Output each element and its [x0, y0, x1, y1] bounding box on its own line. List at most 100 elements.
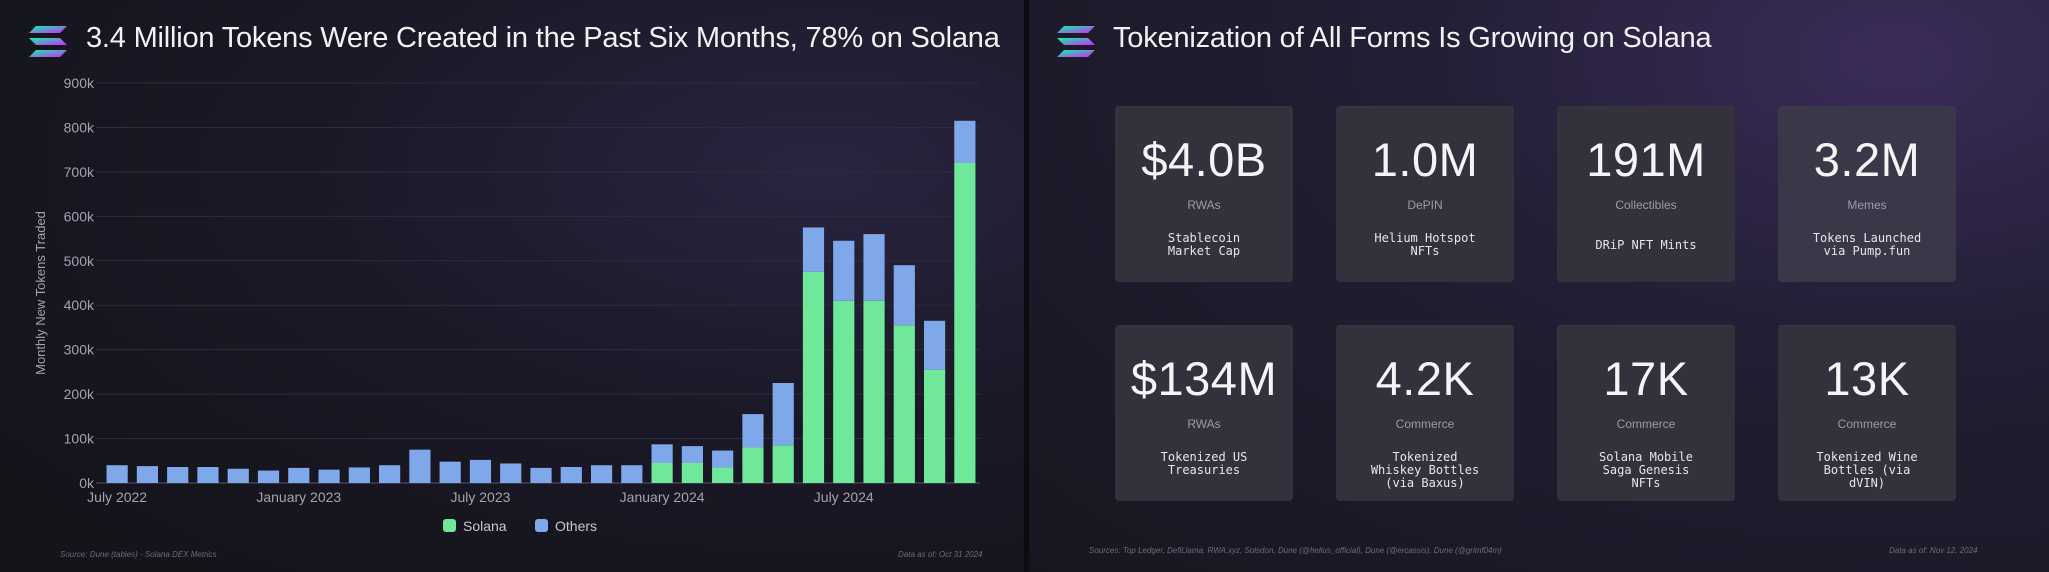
- bar-others: [621, 465, 643, 483]
- panel-divider: [1024, 0, 1029, 572]
- metric-tile: 4.2K Commerce Tokenized Whiskey Bottles …: [1336, 325, 1514, 501]
- tile-value: $134M: [1130, 352, 1278, 405]
- bar-solana: [954, 163, 976, 483]
- tile-desc-line: Tokens Launched: [1812, 231, 1922, 245]
- bar-others: [590, 465, 613, 483]
- metric-tile: $4.0B RWAs Stablecoin Market Cap: [1115, 106, 1293, 282]
- right-date-note: Data as of: Nov 12, 2024: [1889, 546, 1978, 555]
- tile-category: Memes: [1847, 198, 1887, 212]
- x-tick-label: January 2024: [620, 489, 705, 505]
- tile-desc-line: Bottles (via: [1823, 463, 1911, 477]
- bar-others: [954, 120, 976, 163]
- tile-category: RWAs: [1187, 417, 1221, 431]
- y-tick-label: 400k: [64, 297, 95, 313]
- bar-solana: [681, 463, 703, 483]
- metric-tile: 13K Commerce Tokenized Wine Bottles (via…: [1778, 325, 1956, 501]
- bar-others: [500, 463, 522, 483]
- tile-category: Collectibles: [1615, 198, 1677, 212]
- tile-desc-line: Solana Mobile: [1599, 450, 1693, 464]
- tile-desc-line: NFTs: [1631, 476, 1661, 490]
- legend-swatch-others: [535, 519, 548, 532]
- left-panel: 3.4 Million Tokens Were Created in the P…: [0, 0, 1024, 572]
- bar-others: [651, 444, 673, 463]
- left-date-note: Data as of: Oct 31 2024: [898, 550, 983, 559]
- bar-others: [379, 465, 401, 483]
- y-tick-label: 500k: [64, 253, 95, 269]
- tile-desc-line: Stablecoin: [1167, 231, 1241, 245]
- bar-solana: [893, 325, 915, 483]
- tile-category: RWAs: [1187, 198, 1221, 212]
- bar-others: [712, 450, 734, 468]
- tile-value: 17K: [1603, 352, 1689, 405]
- legend-label-others: Others: [555, 518, 597, 534]
- tile-value: 3.2M: [1813, 133, 1921, 186]
- bar-chart: 0k 100k 200k 300k 400k 500k 600k 700k 800k 900k Mo…: [33, 75, 980, 534]
- tile-value: 1.0M: [1371, 133, 1479, 186]
- legend-label-solana: Solana: [463, 518, 507, 534]
- tile-value: $4.0B: [1141, 133, 1267, 186]
- y-tick-label: 0k: [79, 475, 95, 491]
- tile-desc-line: NFTs: [1410, 244, 1440, 258]
- y-tick-label: 300k: [64, 342, 95, 358]
- tile-category: DePIN: [1407, 198, 1443, 212]
- y-tick-label: 600k: [64, 208, 95, 224]
- tile-description: Stablecoin Market Cap: [1129, 232, 1279, 258]
- left-source-note: Source: Dune (tables) - Solana DEX Metri…: [60, 550, 217, 559]
- bar-others: [923, 320, 946, 370]
- right-panel-title: Tokenization of All Forms Is Growing on …: [1113, 22, 1712, 54]
- tile-desc-line: DRiP NFT Mints: [1595, 238, 1697, 252]
- legend-swatch-solana: [443, 519, 456, 532]
- bar-others: [197, 467, 219, 483]
- right-panel: Tokenization of All Forms Is Growing on …: [1029, 0, 2049, 572]
- tile-description: Helium Hotspot NFTs: [1350, 232, 1500, 258]
- tile-value: 191M: [1586, 133, 1706, 186]
- bar-others: [833, 240, 855, 301]
- y-tick-label: 900k: [64, 75, 95, 91]
- bar-others: [136, 466, 159, 483]
- bar-others: [439, 461, 461, 483]
- tile-category: Commerce: [1837, 417, 1897, 431]
- y-tick-label: 700k: [64, 164, 95, 180]
- bar-others: [348, 467, 370, 483]
- right-source-note: Sources: Top Ledger, DefiLlama, RWA.xyz,…: [1089, 546, 1502, 555]
- bar-others: [863, 234, 885, 301]
- bar-others: [106, 465, 128, 483]
- y-tick-label: 200k: [64, 386, 95, 402]
- tile-desc-line: Tokenized: [1392, 450, 1458, 464]
- left-panel-title: 3.4 Million Tokens Were Created in the P…: [86, 22, 1000, 54]
- tile-value: 4.2K: [1375, 352, 1475, 405]
- x-tick-label: July 2024: [814, 489, 874, 505]
- bar-others: [469, 459, 492, 483]
- x-tick-label: July 2023: [450, 489, 510, 505]
- bar-others: [167, 467, 189, 483]
- bar-others: [681, 446, 703, 463]
- bar-solana: [742, 447, 764, 483]
- bar-others: [742, 414, 764, 448]
- bar-solana: [712, 467, 734, 483]
- metric-tile: 17K Commerce Solana Mobile Saga Genesis …: [1557, 325, 1735, 501]
- tile-category: Commerce: [1395, 417, 1455, 431]
- tile-desc-line: Tokenized US: [1160, 450, 1248, 464]
- tile-desc-line: Helium Hotspot: [1374, 231, 1476, 245]
- tile-value: 13K: [1824, 352, 1910, 405]
- y-tick-label: 100k: [64, 431, 95, 447]
- metric-tile: 1.0M DePIN Helium Hotspot NFTs: [1336, 106, 1514, 282]
- bar-others: [227, 468, 249, 483]
- tile-description: Tokenized Whiskey Bottles (via Baxus): [1350, 451, 1500, 490]
- bar-others: [409, 449, 431, 483]
- tile-desc-line: Tokenized Wine: [1816, 450, 1918, 464]
- solana-logo-icon: [29, 26, 67, 57]
- tile-description: DRiP NFT Mints: [1571, 239, 1721, 252]
- solana-logo-icon: [1057, 26, 1095, 57]
- tile-desc-line: dVIN): [1848, 476, 1886, 490]
- tile-desc-line: via Pump.fun: [1823, 244, 1911, 258]
- bar-solana: [772, 445, 794, 483]
- metric-tile: 191M Collectibles DRiP NFT Mints: [1557, 106, 1735, 282]
- bar-others: [560, 467, 582, 483]
- tile-desc-line: Market Cap: [1167, 244, 1241, 258]
- bar-others: [257, 470, 280, 483]
- tile-desc-line: Treasuries: [1167, 463, 1241, 477]
- tile-description: Tokenized US Treasuries: [1129, 451, 1279, 477]
- bar-others: [530, 467, 552, 483]
- x-tick-label: July 2022: [87, 489, 147, 505]
